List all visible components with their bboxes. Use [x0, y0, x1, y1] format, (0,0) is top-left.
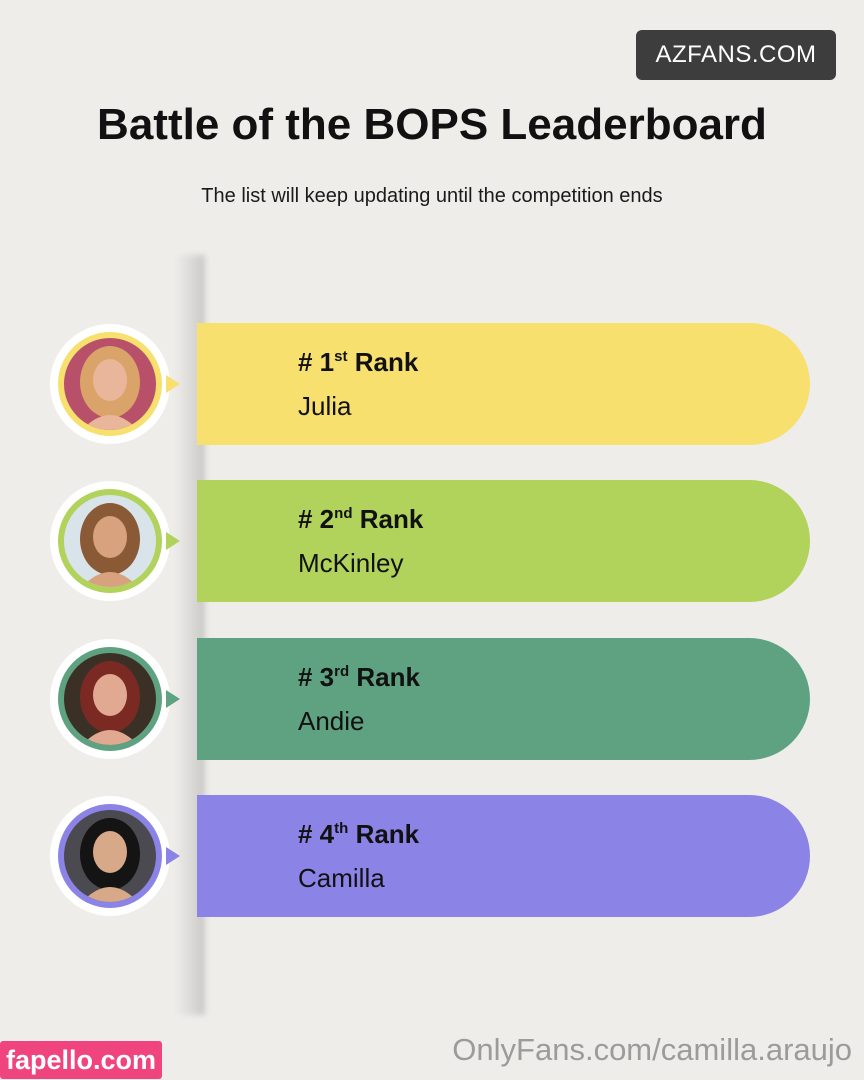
- avatar-ring: [58, 332, 162, 436]
- site-badge: AZFANS.COM: [636, 30, 836, 80]
- avatar-ring: [58, 647, 162, 751]
- contestant-name: Camilla: [298, 863, 385, 893]
- rank-number: # 4: [298, 819, 335, 849]
- rank-word: Rank: [359, 504, 424, 534]
- rank-word: Rank: [354, 347, 419, 377]
- contestant-name: Andie: [298, 706, 365, 736]
- avatar-photo-icon: [64, 810, 156, 902]
- avatar: [50, 796, 170, 916]
- rank-word: Rank: [356, 662, 420, 692]
- rank-ordinal-suffix: rd: [334, 663, 350, 680]
- rank-label: # 3rd Rank: [298, 662, 420, 693]
- rank-bar: [197, 795, 810, 917]
- rank-label: # 4th Rank: [298, 819, 419, 850]
- contestant-name: McKinley: [298, 548, 404, 578]
- rank-number: # 3: [298, 662, 335, 692]
- leaderboard-row: # 3rd Rank Andie: [0, 638, 864, 760]
- leaderboard-row: # 1st Rank Julia: [0, 323, 864, 445]
- watermark-left: fapello.com: [0, 1041, 163, 1079]
- avatar-ring: [58, 804, 162, 908]
- page-title: Battle of the BOPS Leaderboard: [97, 100, 767, 149]
- avatar-ring: [58, 489, 162, 593]
- avatar: [50, 324, 170, 444]
- leaderboard-row: # 2nd Rank McKinley: [0, 480, 864, 602]
- watermark-right: OnlyFans.com/camilla.araujo: [452, 1032, 852, 1067]
- rank-number: # 1: [298, 347, 335, 377]
- rank-word: Rank: [355, 819, 420, 849]
- page-subtitle: The list will keep updating until the co…: [201, 185, 663, 207]
- rank-label: # 2nd Rank: [298, 504, 423, 535]
- rank-ordinal-suffix: st: [334, 348, 348, 365]
- rank-bar: [197, 480, 810, 602]
- pointer-arrow-icon: [166, 375, 180, 393]
- rank-bar: [197, 323, 810, 445]
- avatar-photo-icon: [64, 653, 156, 745]
- pointer-arrow-icon: [166, 690, 180, 708]
- rank-number: # 2: [298, 504, 335, 534]
- rank-bar: [197, 638, 810, 760]
- leaderboard-row: # 4th Rank Camilla: [0, 795, 864, 917]
- pointer-arrow-icon: [166, 532, 180, 550]
- rank-label: # 1st Rank: [298, 347, 418, 378]
- avatar-photo-icon: [64, 338, 156, 430]
- rank-ordinal-suffix: nd: [334, 505, 353, 522]
- pointer-arrow-icon: [166, 847, 180, 865]
- contestant-name: Julia: [298, 391, 352, 421]
- avatar: [50, 481, 170, 601]
- avatar: [50, 639, 170, 759]
- avatar-photo-icon: [64, 495, 156, 587]
- rank-ordinal-suffix: th: [334, 820, 349, 837]
